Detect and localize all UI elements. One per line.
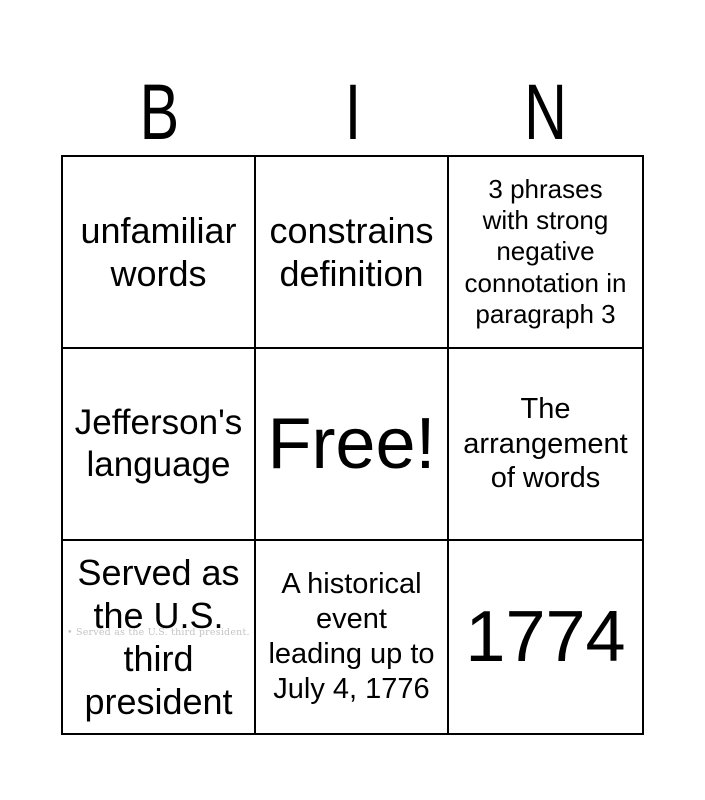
bingo-cell-r2c3-text: The arrangement of words	[463, 392, 628, 495]
bingo-grid: unfamiliar words constrains definition 3…	[61, 155, 644, 735]
bingo-cell-r2c3[interactable]: The arrangement of words	[449, 349, 642, 541]
bingo-cell-r1c2[interactable]: constrains definition	[256, 157, 449, 349]
header-letter-i-text: I	[344, 67, 361, 156]
bingo-cell-r1c1[interactable]: unfamiliar words	[63, 157, 256, 349]
bingo-cell-r2c1-text: Jefferson's language	[74, 403, 243, 484]
header-letter-n-text: N	[524, 67, 567, 156]
bingo-header: B I N	[63, 72, 642, 151]
bingo-cell-r3c2[interactable]: A historical event leading up to July 4,…	[256, 541, 449, 733]
bingo-cell-r3c3[interactable]: 1774	[449, 541, 642, 733]
header-letter-n: N	[449, 72, 642, 151]
bingo-cell-r2c1[interactable]: Jefferson's language	[63, 349, 256, 541]
bingo-cell-r1c3[interactable]: 3 phrases with strong negative connotati…	[449, 157, 642, 349]
bingo-cell-r3c1-text: Served as the U.S. third president	[77, 551, 240, 723]
bingo-cell-r2c2-text: Free!	[267, 403, 436, 484]
header-letter-b-text: B	[139, 67, 180, 156]
bingo-cell-r3c2-text: A historical event leading up to July 4,…	[268, 568, 435, 705]
header-letter-b: B	[63, 72, 256, 151]
bingo-cell-r2c2-free[interactable]: Free!	[256, 349, 449, 541]
bingo-cell-r3c1[interactable]: Served as the U.S. third president • Ser…	[63, 541, 256, 733]
bingo-cell-r1c2-text: constrains definition	[269, 209, 434, 294]
bingo-cell-r1c1-text: unfamiliar words	[80, 209, 237, 294]
header-letter-i: I	[256, 72, 449, 151]
bingo-cell-r1c3-text: 3 phrases with strong negative connotati…	[464, 174, 627, 329]
bingo-cell-r3c3-text: 1774	[465, 596, 626, 677]
